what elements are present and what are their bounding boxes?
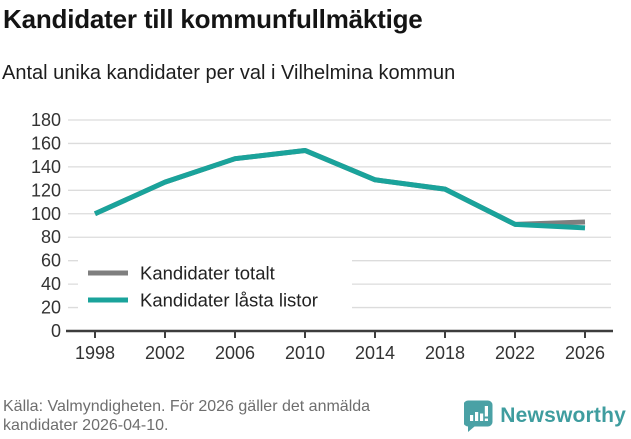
y-tick-label: 80 [41,227,61,247]
x-tick-label: 2010 [285,343,325,363]
chart-legend: Kandidater totalt Kandidater låsta listo… [78,256,352,318]
y-tick-label: 140 [31,157,61,177]
x-tick-label: 2026 [565,343,605,363]
x-tick-label: 2002 [145,343,185,363]
x-tick-label: 2014 [355,343,395,363]
newsworthy-logo-icon [464,400,493,432]
data-lines [93,147,586,231]
x-axis: 0 20 40 60 80 100 120 140 160 180 1998 2002 2006 2010… [31,110,613,363]
newsworthy-brand-name: Newsworthy [500,404,626,427]
x-tick-label: 2006 [215,343,255,363]
newsworthy-brand: Newsworthy [464,400,626,432]
chart-title: Kandidater till kommunfullmäktige [3,4,423,34]
data-line-1 [93,147,586,231]
x-tick-label: 2018 [425,343,465,363]
y-tick-label: 120 [31,180,61,200]
logo-bars [470,406,489,421]
y-tick-label: 0 [51,321,61,341]
y-tick-label: 160 [31,133,61,153]
source-note: Källa: Valmyndigheten. För 2026 gäller d… [3,398,371,434]
legend-background [78,256,352,318]
chart-subtitle: Antal unika kandidater per val i Vilhelm… [2,62,456,84]
legend-label-total: Kandidater totalt [140,263,275,284]
x-tick-label: 2022 [495,343,535,363]
line-chart: 0 20 40 60 80 100 120 140 160 180 1998 2002 2006 2010… [31,110,613,363]
y-tick-label: 100 [31,204,61,224]
y-tick-label: 20 [41,298,61,318]
y-tick-label: 40 [41,274,61,294]
y-tick-label: 180 [31,110,61,130]
y-tick-label: 60 [41,251,61,271]
x-tick-label: 1998 [75,343,115,363]
legend-label-locked: Kandidater låsta listor [140,290,318,311]
